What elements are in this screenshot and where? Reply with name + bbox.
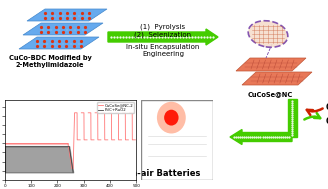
Line: Pt/C+RuO2: Pt/C+RuO2 xyxy=(5,146,73,172)
FancyArrow shape xyxy=(230,129,292,145)
FancyArrow shape xyxy=(288,99,297,137)
Line: CuCoSe@NC-2: CuCoSe@NC-2 xyxy=(5,113,135,169)
CuCoSe@NC-2 xyxy=(27,142,31,145)
Polygon shape xyxy=(236,58,306,71)
Legend: CuCoSe@NC-2, Pt/C+RuO2: CuCoSe@NC-2, Pt/C+RuO2 xyxy=(97,102,134,113)
Circle shape xyxy=(157,102,186,133)
Text: ORR: ORR xyxy=(326,102,328,112)
Pt/C+RuO2 xyxy=(3,145,7,147)
Text: (1)  Pyrolysis
(2)  Selenization: (1) Pyrolysis (2) Selenization xyxy=(134,24,192,38)
Circle shape xyxy=(164,110,178,125)
Text: CuCo-BDC Modified by
2-Methylimidazole: CuCo-BDC Modified by 2-Methylimidazole xyxy=(9,55,92,68)
CuCoSe@NC-2 xyxy=(82,112,86,114)
Pt/C+RuO2 xyxy=(27,145,31,147)
CuCoSe@NC-2 xyxy=(101,112,105,114)
Text: CuCoSe@NC: CuCoSe@NC xyxy=(247,91,293,97)
CuCoSe@NC-2 xyxy=(111,139,115,141)
CuCoSe@NC-2 xyxy=(88,112,92,114)
CuCoSe@NC-2 xyxy=(53,142,57,145)
Ellipse shape xyxy=(248,21,288,47)
Text: Zn-air Batteries: Zn-air Batteries xyxy=(125,169,201,178)
Text: OER: OER xyxy=(326,116,328,125)
CuCoSe@NC-2 xyxy=(3,142,7,145)
Text: In-situ Encapsulation
Engineering: In-situ Encapsulation Engineering xyxy=(126,44,200,57)
Polygon shape xyxy=(23,23,103,35)
FancyArrow shape xyxy=(108,29,218,45)
Polygon shape xyxy=(19,37,99,49)
Polygon shape xyxy=(27,9,107,21)
Polygon shape xyxy=(242,72,312,85)
Pt/C+RuO2 xyxy=(53,145,57,147)
